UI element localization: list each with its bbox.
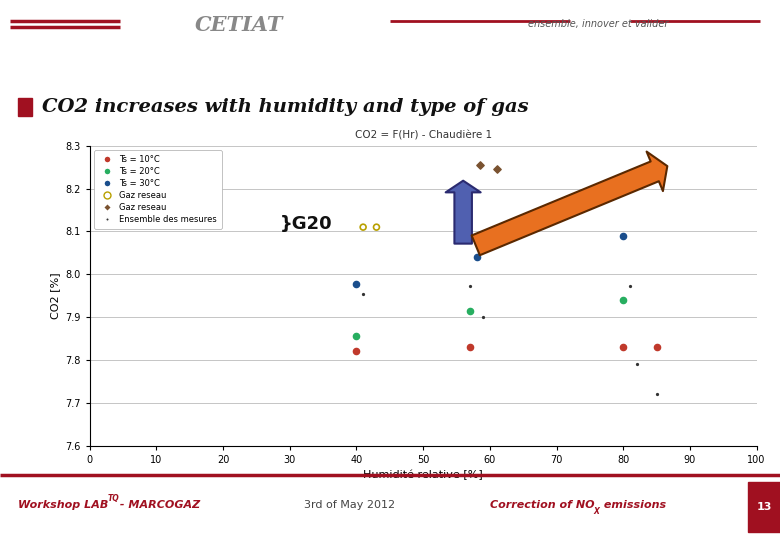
Text: 3rd of May 2012: 3rd of May 2012: [304, 500, 395, 510]
Ensemble des mesures: [463, 282, 476, 291]
Ensemble des mesures: [357, 290, 370, 299]
Text: Workshop LAB: Workshop LAB: [18, 500, 108, 510]
Ensemble des mesures: [630, 360, 643, 368]
Text: ensemble, innover et valider: ensemble, innover et valider: [528, 19, 668, 29]
Title: CO2 = F(Hr) - Chaudière 1: CO2 = F(Hr) - Chaudière 1: [355, 131, 491, 141]
Text: emissions: emissions: [600, 500, 666, 510]
Text: }G20: }G20: [280, 215, 332, 233]
Text: X: X: [593, 507, 599, 516]
Text: - MARCOGAZ: - MARCOGAZ: [116, 500, 200, 510]
Text: CO2 increases with humidity and type of gas: CO2 increases with humidity and type of …: [42, 98, 529, 116]
Ts = 20°C: [350, 332, 363, 341]
Bar: [18, 98, 32, 116]
Ts = 10°C: [463, 343, 476, 352]
Ensemble des mesures: [651, 341, 663, 350]
Ts = 30°C: [470, 253, 483, 261]
Bar: [748, 482, 780, 532]
Ts = 10°C: [350, 347, 363, 356]
Ts = 30°C: [484, 233, 496, 242]
Ts = 10°C: [651, 343, 663, 352]
Ensemble des mesures: [624, 282, 636, 291]
Gaz reseau: [491, 165, 503, 174]
Text: TQ: TQ: [108, 494, 120, 503]
Text: CETIAT: CETIAT: [195, 15, 283, 35]
X-axis label: Humidité relative [%]: Humidité relative [%]: [363, 470, 483, 481]
Ts = 20°C: [463, 306, 476, 315]
Y-axis label: CO2 [%]: CO2 [%]: [50, 272, 59, 319]
Gaz reseau: [370, 223, 383, 232]
Ts = 30°C: [617, 231, 629, 240]
Gaz reseau: [473, 161, 486, 170]
Gaz reseau: [357, 223, 370, 232]
Ts = 30°C: [350, 279, 363, 288]
Legend: Ts = 10°C, Ts = 20°C, Ts = 30°C, Gaz reseau, Gaz reseau, Ensemble des mesures: Ts = 10°C, Ts = 20°C, Ts = 30°C, Gaz res…: [94, 150, 222, 228]
Ts = 20°C: [617, 295, 629, 304]
Ensemble des mesures: [651, 390, 663, 399]
Text: 13: 13: [757, 502, 771, 512]
Ensemble des mesures: [477, 313, 489, 321]
Text: Correction of NO: Correction of NO: [490, 500, 594, 510]
Ts = 10°C: [617, 343, 629, 352]
